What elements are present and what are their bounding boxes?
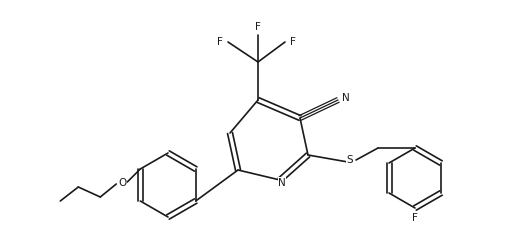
Text: O: O [118,178,126,188]
Text: S: S [347,155,353,165]
Text: F: F [217,37,223,47]
Text: N: N [278,178,286,188]
Text: F: F [255,22,261,32]
Text: F: F [412,213,418,223]
Text: F: F [290,37,296,47]
Text: N: N [342,93,350,103]
